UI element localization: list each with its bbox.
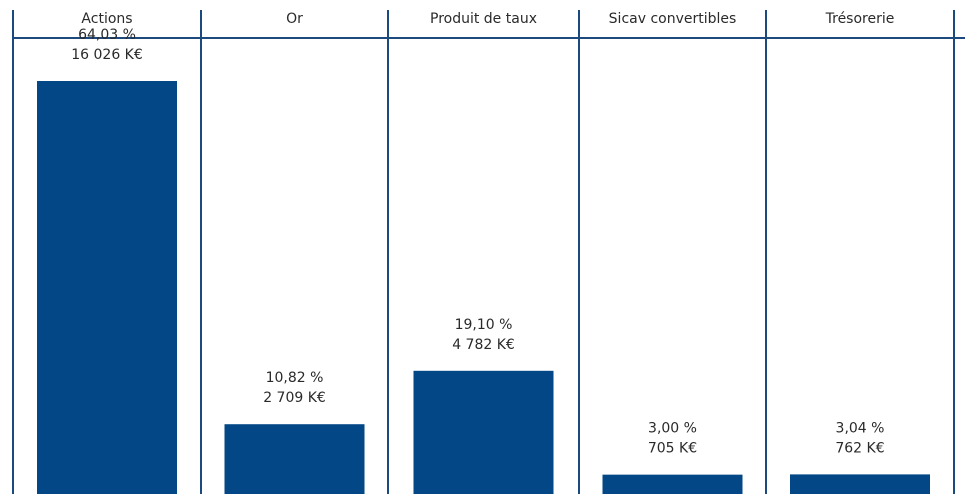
bar xyxy=(413,370,554,494)
data-label-percent: 19,10 % xyxy=(455,317,513,333)
data-label-amount: 762 K€ xyxy=(835,440,884,456)
category-label: Produit de taux xyxy=(430,11,537,27)
data-label-amount: 705 K€ xyxy=(648,441,697,457)
category-label: Or xyxy=(286,11,303,27)
category-label: Actions xyxy=(81,11,132,27)
bar xyxy=(602,474,743,494)
data-label-percent: 3,00 % xyxy=(648,421,697,437)
data-label-percent: 64,03 % xyxy=(78,27,136,43)
data-label-percent: 3,04 % xyxy=(836,420,885,436)
category-label: Sicav convertibles xyxy=(609,11,737,27)
bar xyxy=(224,424,365,494)
category-label: Trésorerie xyxy=(825,11,895,27)
data-label-amount: 2 709 K€ xyxy=(263,390,326,406)
bar xyxy=(37,81,177,494)
data-label-amount: 16 026 K€ xyxy=(71,47,143,63)
data-label-amount: 4 782 K€ xyxy=(452,337,515,353)
data-label-percent: 10,82 % xyxy=(266,370,324,386)
bar xyxy=(790,474,930,494)
